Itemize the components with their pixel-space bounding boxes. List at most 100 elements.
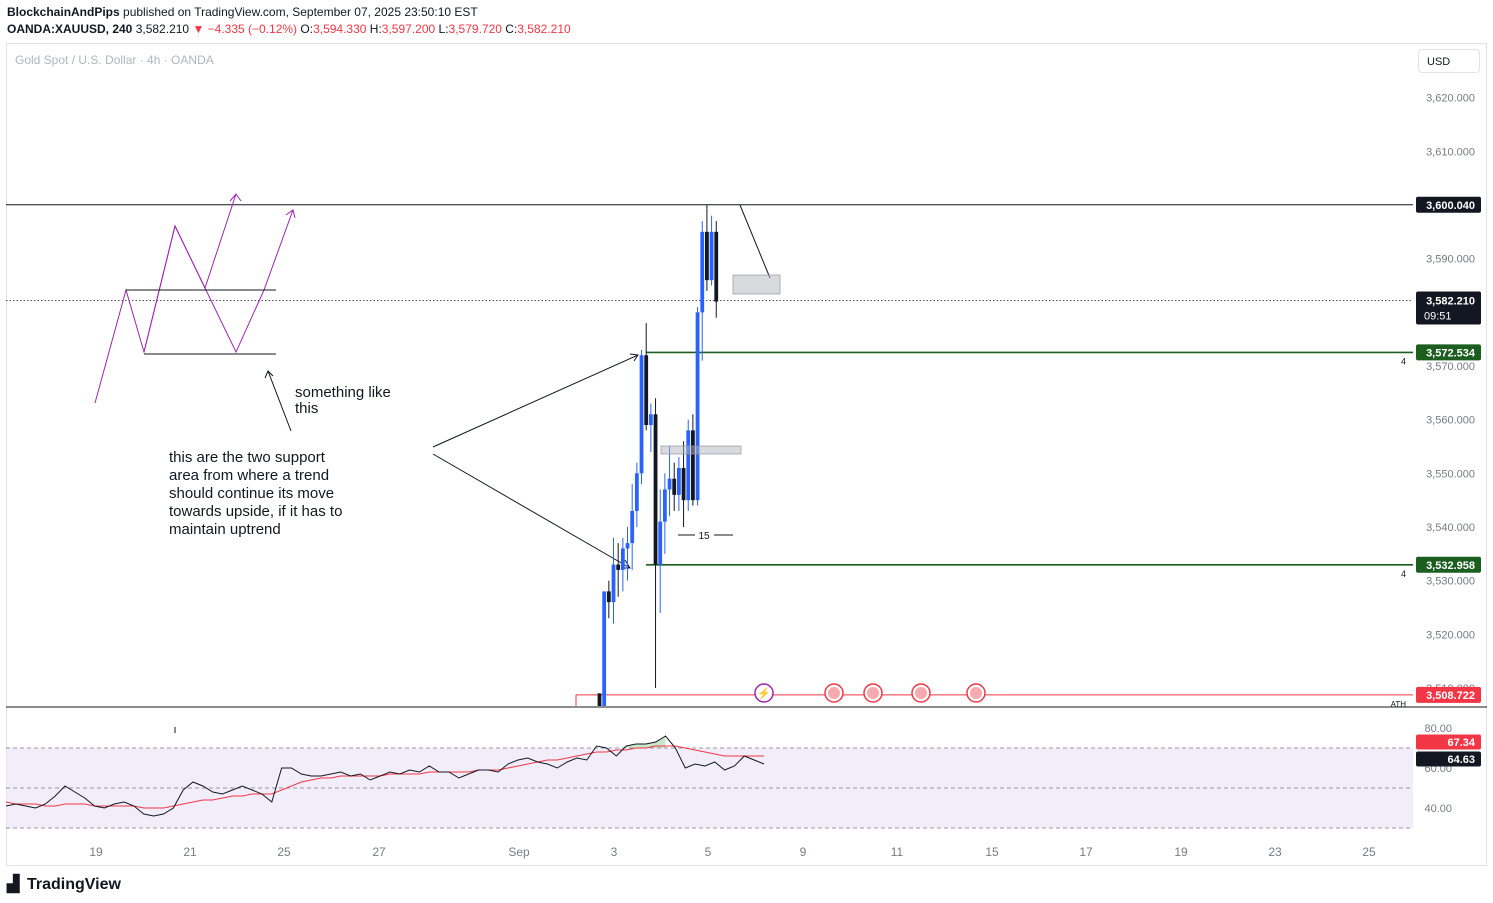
support-arrow-upper: [432, 354, 639, 448]
author-name[interactable]: BlockchainAndPips: [7, 5, 120, 19]
rsi-ma-line: [5, 745, 764, 809]
symbol-label: OANDA:XAUUSD, 240: [7, 22, 133, 36]
note-arrow: [267, 370, 292, 432]
rsi-value: 64.63: [1447, 754, 1475, 766]
candle-body: [700, 231, 705, 313]
trend-line: [739, 204, 771, 279]
time-tick: 9: [800, 845, 807, 859]
candle-body: [705, 231, 709, 281]
level-count: 4: [1401, 569, 1406, 579]
time-axis[interactable]: 19 21 25 27 Sep 3 5 9 11 15 17 19 23 25: [89, 845, 1376, 859]
level-price-label: 3,532.958: [1426, 560, 1475, 572]
candle-body: [625, 543, 630, 549]
price-tick: 3,610.000: [1426, 146, 1475, 158]
time-tick: 25: [1362, 845, 1376, 859]
time-tick: 23: [1268, 845, 1282, 859]
chart-drawings[interactable]: 15: [94, 193, 771, 569]
tradingview-logo[interactable]: ▟ TradingView: [7, 874, 121, 894]
candle-body: [597, 693, 602, 706]
note-arrowhead: [264, 370, 274, 379]
close-label: C:: [505, 22, 518, 36]
high-label: H:: [369, 22, 382, 36]
consolidation-box: [732, 274, 781, 295]
time-tick: 3: [611, 845, 618, 859]
time-tick: 17: [1079, 845, 1093, 859]
candle-body: [658, 521, 663, 565]
publish-info: published on TradingView.com, September …: [123, 5, 478, 19]
time-tick: 19: [1174, 845, 1188, 859]
time-tick: 15: [985, 845, 999, 859]
time-tick: 21: [183, 845, 197, 859]
candle-body: [611, 564, 616, 603]
time-tick: 25: [277, 845, 291, 859]
level-lines[interactable]: 4 4 ATH: [6, 204, 1413, 709]
candle-body: [667, 478, 672, 490]
price-tick: 3,620.000: [1426, 93, 1475, 105]
candle-body: [662, 489, 667, 522]
time-tick: 11: [891, 845, 904, 859]
chart-notes: something like this this are the two suppo…: [169, 384, 391, 538]
pattern-path-1: [94, 193, 237, 404]
candle-body: [691, 430, 695, 501]
price-change: ▼ −4.335 (−0.12%): [192, 22, 298, 36]
candle-body: [606, 591, 611, 603]
arrowhead-upper: [629, 353, 639, 362]
pattern-arrowhead: [229, 193, 242, 202]
time-tick: 19: [89, 845, 103, 859]
pattern-arrowhead: [285, 209, 296, 219]
price-tick: 3,560.000: [1426, 415, 1475, 427]
candle-body: [709, 231, 714, 281]
ath-tag: ATH: [1391, 700, 1407, 709]
lightning-icon: ⚡: [757, 687, 771, 700]
open-value: 3,594.330: [313, 22, 367, 36]
countdown-label: 09:51: [1424, 310, 1452, 322]
price-labels: 3,600.040 3,572.534 3,532.958 3,508.722 3,58…: [1416, 196, 1481, 767]
currency-button[interactable]: USD: [1418, 49, 1480, 73]
us-flag-icon: [828, 687, 840, 699]
pattern-path-2: [143, 209, 294, 354]
rsi-ma-value-bg: [1416, 734, 1481, 750]
price-tick: 3,530.000: [1426, 576, 1475, 588]
candle-body: [714, 231, 719, 302]
us-flag-icon: [867, 687, 879, 699]
candle-body: [648, 414, 653, 426]
candle-body: [676, 467, 681, 495]
price-tick: 3,570.000: [1426, 361, 1475, 373]
time-tick: 5: [705, 845, 712, 859]
rsi-pane: [5, 727, 765, 817]
rsi-background: [6, 747, 1413, 829]
high-value: 3,597.200: [381, 22, 436, 36]
level-price-label: 3,572.534: [1426, 347, 1476, 359]
last-price-label-bg: [1416, 291, 1481, 325]
time-tick: 27: [372, 845, 386, 859]
event-icons[interactable]: ⚡: [754, 683, 986, 703]
low-label: L:: [438, 22, 449, 36]
close-value: 3,582.210: [517, 22, 571, 36]
rsi-ma-value: 67.34: [1447, 737, 1475, 749]
candle-body: [634, 473, 639, 511]
candle-body: [653, 414, 658, 565]
series-legend: Gold Spot / U.S. Dollar · 4h · OANDA: [15, 53, 214, 67]
level-price-label-bg: [1416, 344, 1481, 361]
candle-body: [620, 548, 625, 570]
candle-body: [681, 467, 686, 501]
candle-body: [695, 312, 700, 501]
candle-body: [639, 355, 644, 474]
candle-series[interactable]: [597, 205, 781, 706]
candle-body: [616, 564, 621, 570]
support-arrow-lower: [432, 453, 631, 569]
open-label: O:: [300, 22, 314, 36]
rsi-line: [5, 735, 765, 817]
candle-body: [602, 591, 607, 706]
level-price-label-bg: [1416, 686, 1481, 703]
price-tick: 3,550.000: [1426, 468, 1475, 480]
us-flag-icon: [970, 687, 982, 699]
candle-body: [686, 430, 691, 501]
note-something-like-this: something like this: [295, 384, 391, 417]
chart-frame: [6, 43, 1487, 866]
rsi-tick: 80.00: [1424, 723, 1452, 735]
low-value: 3,579.720: [448, 22, 502, 36]
candle-body: [672, 478, 677, 495]
publish-header: BlockchainAndPips published on TradingVi…: [7, 5, 478, 19]
